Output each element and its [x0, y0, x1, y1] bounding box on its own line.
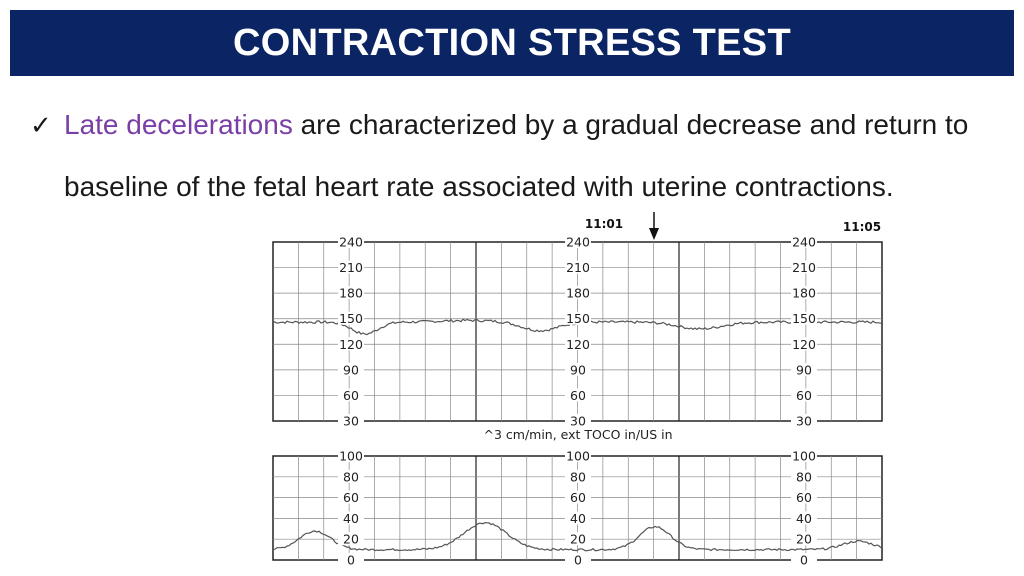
- bullet-body: are characterized by a gradual decrease …: [64, 109, 969, 202]
- toco-scale-label: 80: [343, 469, 359, 484]
- toco-scale-label: 60: [796, 490, 812, 505]
- scale-label-bg: [565, 553, 591, 566]
- scale-label-bg: [565, 511, 591, 525]
- scale-label-bg: [565, 449, 591, 462]
- toco-scale-label: 20: [796, 532, 812, 547]
- scale-label-bg: [791, 532, 817, 546]
- scale-label-bg: [338, 362, 364, 376]
- scale-label-bg: [338, 337, 364, 351]
- toco-scale-label: 60: [343, 490, 359, 505]
- scale-label-bg: [791, 449, 817, 462]
- fhr-scale-label: 120: [566, 337, 590, 352]
- scale-label-bg: [338, 490, 364, 504]
- bullet-text: Late decelerations are characterized by …: [64, 94, 980, 218]
- fhr-scale-label: 90: [570, 362, 586, 377]
- toco-scale-label: 20: [570, 532, 586, 547]
- fhr-scale-label: 180: [339, 286, 363, 301]
- toco-scale-label: 20: [343, 532, 359, 547]
- scale-label-bg: [565, 532, 591, 546]
- down-arrow-icon: [649, 228, 659, 240]
- toco-trace: [272, 521, 882, 552]
- toco-scale-label: 100: [792, 449, 816, 464]
- scale-label-bg: [791, 362, 817, 376]
- title-bar: CONTRACTION STRESS TEST: [10, 10, 1014, 76]
- toco-scale-label: 100: [566, 449, 590, 464]
- fhr-scale-label: 210: [792, 260, 816, 275]
- scale-label-bg: [791, 553, 817, 566]
- time-label: 11:05: [843, 220, 881, 234]
- scale-label-bg: [565, 286, 591, 300]
- fhr-scale-label: 150: [339, 311, 363, 326]
- scale-label-bg: [791, 511, 817, 525]
- toco-scale-label: 40: [570, 511, 586, 526]
- toco-scale-label: 40: [796, 511, 812, 526]
- scale-label-bg: [791, 337, 817, 351]
- scale-label-bg: [565, 388, 591, 402]
- fhr-scale-label: 30: [570, 414, 586, 429]
- scale-label-bg: [791, 286, 817, 300]
- scale-label-bg: [565, 490, 591, 504]
- fhr-scale-label: 60: [796, 388, 812, 403]
- fhr-scale-label: 150: [566, 311, 590, 326]
- scale-label-bg: [338, 388, 364, 402]
- scale-label-bg: [565, 362, 591, 376]
- time-label: 11:01: [585, 217, 623, 231]
- fhr-scale-label: 30: [796, 414, 812, 429]
- checkmark-icon: ✓: [30, 110, 52, 140]
- scale-label-bg: [338, 511, 364, 525]
- scale-label-bg: [565, 337, 591, 351]
- scale-label-bg: [565, 311, 591, 325]
- bullet-point: ✓ Late decelerations are characterized b…: [30, 94, 980, 218]
- scale-label-bg: [338, 469, 364, 483]
- scale-label-bg: [565, 260, 591, 274]
- scale-label-bg: [338, 286, 364, 300]
- scale-label-bg: [338, 260, 364, 274]
- fhr-scale-label: 90: [343, 362, 359, 377]
- scale-label-bg: [791, 414, 817, 427]
- scale-label-bg: [338, 532, 364, 546]
- fhr-scale-label: 120: [792, 337, 816, 352]
- fhr-scale-label: 180: [792, 286, 816, 301]
- fhr-scale-label: 210: [339, 260, 363, 275]
- fhr-scale-label: 150: [792, 311, 816, 326]
- scale-label-bg: [338, 449, 364, 462]
- fhr-scale-label: 120: [339, 337, 363, 352]
- toco-scale-label: 80: [796, 469, 812, 484]
- fhr-scale-label: 30: [343, 414, 359, 429]
- toco-scale-label: 100: [339, 449, 363, 464]
- toco-scale-label: 0: [800, 553, 808, 568]
- scale-label-bg: [338, 414, 364, 427]
- scale-label-bg: [791, 490, 817, 504]
- scale-label-bg: [791, 469, 817, 483]
- slide-title: CONTRACTION STRESS TEST: [233, 21, 791, 64]
- fhr-scale-label: 180: [566, 286, 590, 301]
- scale-label-bg: [565, 469, 591, 483]
- toco-scale-label: 60: [570, 490, 586, 505]
- scale-label-bg: [338, 553, 364, 566]
- scale-label-bg: [338, 311, 364, 325]
- fhr-scale-label: 60: [570, 388, 586, 403]
- scale-label-bg: [791, 311, 817, 325]
- toco-scale-label: 80: [570, 469, 586, 484]
- strip-caption: ^3 cm/min, ext TOCO in/US in: [484, 427, 673, 442]
- scale-label-bg: [791, 388, 817, 402]
- toco-scale-label: 0: [574, 553, 582, 568]
- fhr-scale-label: 90: [796, 362, 812, 377]
- fhr-scale-label: 60: [343, 388, 359, 403]
- highlighted-term: Late decelerations: [64, 109, 293, 140]
- toco-scale-label: 0: [347, 553, 355, 568]
- scale-label-bg: [565, 414, 591, 427]
- fhr-scale-label: 240: [339, 235, 363, 250]
- scale-label-bg: [791, 235, 817, 248]
- toco-scale-label: 40: [343, 511, 359, 526]
- fhr-scale-label: 240: [792, 235, 816, 250]
- fhr-scale-label: 210: [566, 260, 590, 275]
- fhr-scale-label: 240: [566, 235, 590, 250]
- scale-label-bg: [565, 235, 591, 248]
- scale-label-bg: [791, 260, 817, 274]
- scale-label-bg: [338, 235, 364, 248]
